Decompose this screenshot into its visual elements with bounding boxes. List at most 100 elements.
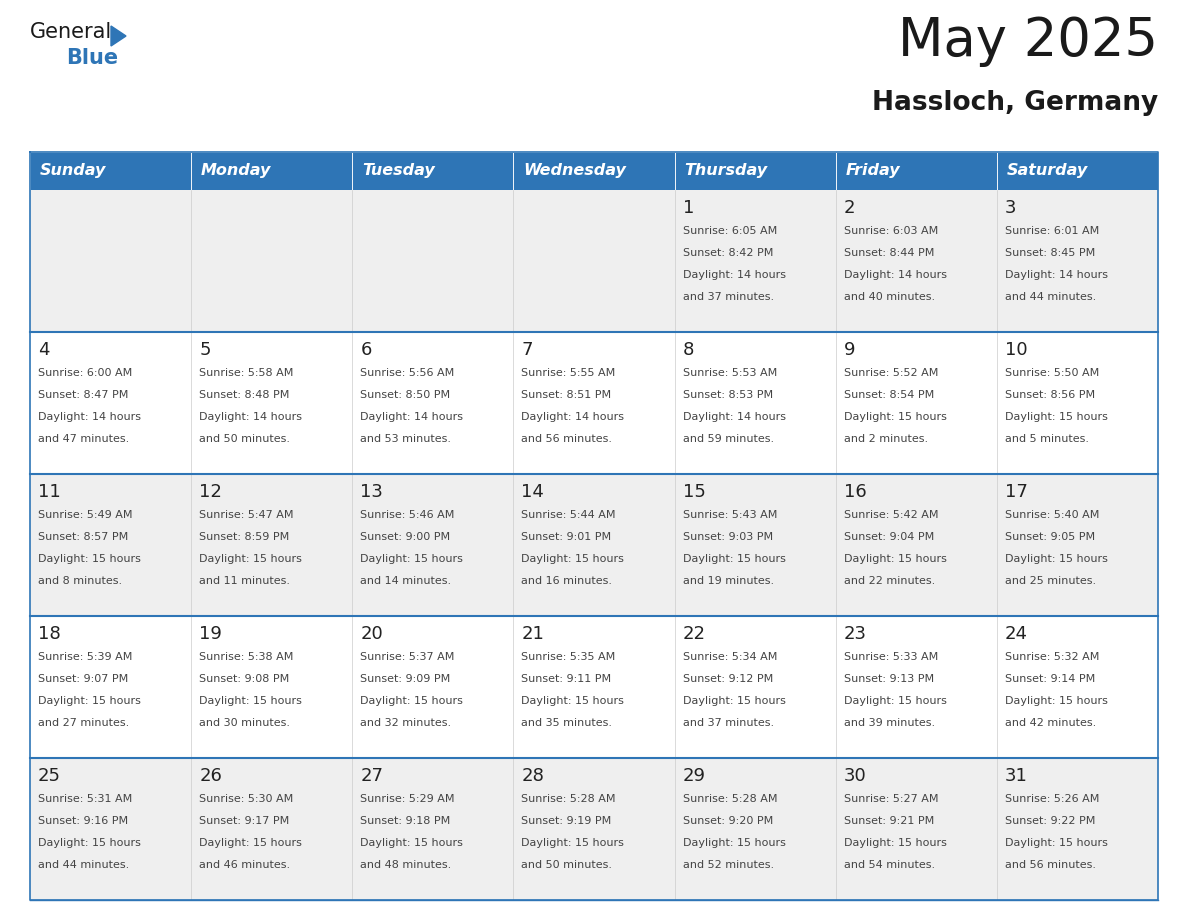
Text: Sunset: 9:00 PM: Sunset: 9:00 PM: [360, 532, 450, 542]
Text: 12: 12: [200, 483, 222, 500]
Text: Sunset: 8:51 PM: Sunset: 8:51 PM: [522, 389, 612, 399]
Text: and 53 minutes.: and 53 minutes.: [360, 433, 451, 443]
Bar: [191, 758, 353, 900]
Text: and 30 minutes.: and 30 minutes.: [200, 718, 290, 728]
Bar: [191, 474, 353, 616]
Text: Sunset: 8:42 PM: Sunset: 8:42 PM: [683, 248, 773, 258]
Bar: [353, 616, 513, 758]
Text: Daylight: 15 hours: Daylight: 15 hours: [200, 554, 302, 564]
Text: Sunrise: 5:26 AM: Sunrise: 5:26 AM: [1005, 793, 1099, 803]
Text: Sunrise: 5:53 AM: Sunrise: 5:53 AM: [683, 367, 777, 377]
Bar: [997, 758, 1158, 900]
Text: 10: 10: [1005, 341, 1028, 359]
Text: Sunset: 9:04 PM: Sunset: 9:04 PM: [843, 532, 934, 542]
Text: Daylight: 14 hours: Daylight: 14 hours: [1005, 270, 1108, 279]
Text: and 50 minutes.: and 50 minutes.: [522, 859, 613, 869]
Bar: [353, 152, 513, 190]
Text: Daylight: 15 hours: Daylight: 15 hours: [360, 554, 463, 564]
Text: Sunset: 9:05 PM: Sunset: 9:05 PM: [1005, 532, 1095, 542]
Text: Sunset: 9:01 PM: Sunset: 9:01 PM: [522, 532, 612, 542]
Text: Daylight: 15 hours: Daylight: 15 hours: [843, 411, 947, 421]
Text: Sunset: 9:14 PM: Sunset: 9:14 PM: [1005, 674, 1095, 684]
Text: 30: 30: [843, 767, 866, 785]
Bar: [997, 190, 1158, 332]
Text: and 32 minutes.: and 32 minutes.: [360, 718, 451, 728]
Text: and 5 minutes.: and 5 minutes.: [1005, 433, 1089, 443]
Text: Sunset: 8:54 PM: Sunset: 8:54 PM: [843, 389, 934, 399]
Text: and 44 minutes.: and 44 minutes.: [38, 859, 129, 869]
Bar: [513, 332, 675, 474]
Bar: [997, 616, 1158, 758]
Text: General: General: [30, 22, 112, 42]
Text: Sunset: 9:21 PM: Sunset: 9:21 PM: [843, 815, 934, 825]
Bar: [353, 332, 513, 474]
Text: 16: 16: [843, 483, 866, 500]
Text: 22: 22: [683, 624, 706, 643]
Text: Hassloch, Germany: Hassloch, Germany: [872, 90, 1158, 116]
Text: Sunset: 8:45 PM: Sunset: 8:45 PM: [1005, 248, 1095, 258]
Text: 21: 21: [522, 624, 544, 643]
Bar: [513, 616, 675, 758]
Text: Daylight: 15 hours: Daylight: 15 hours: [38, 554, 141, 564]
Text: Daylight: 15 hours: Daylight: 15 hours: [200, 837, 302, 847]
Text: 8: 8: [683, 341, 694, 359]
Text: and 59 minutes.: and 59 minutes.: [683, 433, 773, 443]
Text: Daylight: 15 hours: Daylight: 15 hours: [360, 696, 463, 706]
Bar: [835, 758, 997, 900]
Bar: [513, 152, 675, 190]
Text: 31: 31: [1005, 767, 1028, 785]
Bar: [30, 474, 191, 616]
Text: 15: 15: [683, 483, 706, 500]
Text: Sunrise: 5:27 AM: Sunrise: 5:27 AM: [843, 793, 939, 803]
Bar: [675, 190, 835, 332]
Text: Daylight: 14 hours: Daylight: 14 hours: [360, 411, 463, 421]
Text: Daylight: 15 hours: Daylight: 15 hours: [1005, 696, 1107, 706]
Text: 4: 4: [38, 341, 50, 359]
Bar: [513, 758, 675, 900]
Text: 14: 14: [522, 483, 544, 500]
Text: Daylight: 15 hours: Daylight: 15 hours: [200, 696, 302, 706]
Bar: [997, 474, 1158, 616]
Bar: [191, 332, 353, 474]
Text: and 16 minutes.: and 16 minutes.: [522, 576, 613, 586]
Text: Sunset: 9:22 PM: Sunset: 9:22 PM: [1005, 815, 1095, 825]
Text: Daylight: 15 hours: Daylight: 15 hours: [522, 837, 625, 847]
Text: Sunrise: 5:28 AM: Sunrise: 5:28 AM: [683, 793, 777, 803]
Bar: [835, 474, 997, 616]
Text: Blue: Blue: [67, 48, 118, 68]
Text: Sunrise: 5:49 AM: Sunrise: 5:49 AM: [38, 509, 133, 520]
Text: Friday: Friday: [846, 163, 901, 178]
Text: Daylight: 15 hours: Daylight: 15 hours: [843, 554, 947, 564]
Text: Wednesday: Wednesday: [523, 163, 626, 178]
Text: and 25 minutes.: and 25 minutes.: [1005, 576, 1097, 586]
Text: Daylight: 14 hours: Daylight: 14 hours: [683, 270, 785, 279]
Text: Sunset: 8:56 PM: Sunset: 8:56 PM: [1005, 389, 1095, 399]
Text: 28: 28: [522, 767, 544, 785]
Text: Daylight: 15 hours: Daylight: 15 hours: [843, 696, 947, 706]
Text: Sunset: 9:16 PM: Sunset: 9:16 PM: [38, 815, 128, 825]
Text: Sunrise: 6:03 AM: Sunrise: 6:03 AM: [843, 226, 939, 236]
Text: and 37 minutes.: and 37 minutes.: [683, 718, 773, 728]
Text: Sunrise: 5:52 AM: Sunrise: 5:52 AM: [843, 367, 939, 377]
Bar: [30, 332, 191, 474]
Text: Sunrise: 5:34 AM: Sunrise: 5:34 AM: [683, 652, 777, 662]
Text: 2: 2: [843, 198, 855, 217]
Text: Sunset: 8:53 PM: Sunset: 8:53 PM: [683, 389, 772, 399]
Bar: [30, 152, 191, 190]
Text: Sunset: 9:12 PM: Sunset: 9:12 PM: [683, 674, 773, 684]
Bar: [835, 332, 997, 474]
Text: Sunrise: 5:39 AM: Sunrise: 5:39 AM: [38, 652, 132, 662]
Bar: [513, 190, 675, 332]
Bar: [835, 152, 997, 190]
Text: Daylight: 14 hours: Daylight: 14 hours: [522, 411, 625, 421]
Text: Sunrise: 5:46 AM: Sunrise: 5:46 AM: [360, 509, 455, 520]
Text: 11: 11: [38, 483, 61, 500]
Text: Sunset: 9:03 PM: Sunset: 9:03 PM: [683, 532, 772, 542]
Text: Sunrise: 5:32 AM: Sunrise: 5:32 AM: [1005, 652, 1099, 662]
Text: and 2 minutes.: and 2 minutes.: [843, 433, 928, 443]
Bar: [675, 332, 835, 474]
Text: Daylight: 15 hours: Daylight: 15 hours: [683, 837, 785, 847]
Text: Sunrise: 6:00 AM: Sunrise: 6:00 AM: [38, 367, 132, 377]
Text: Sunset: 9:09 PM: Sunset: 9:09 PM: [360, 674, 450, 684]
Text: 24: 24: [1005, 624, 1028, 643]
